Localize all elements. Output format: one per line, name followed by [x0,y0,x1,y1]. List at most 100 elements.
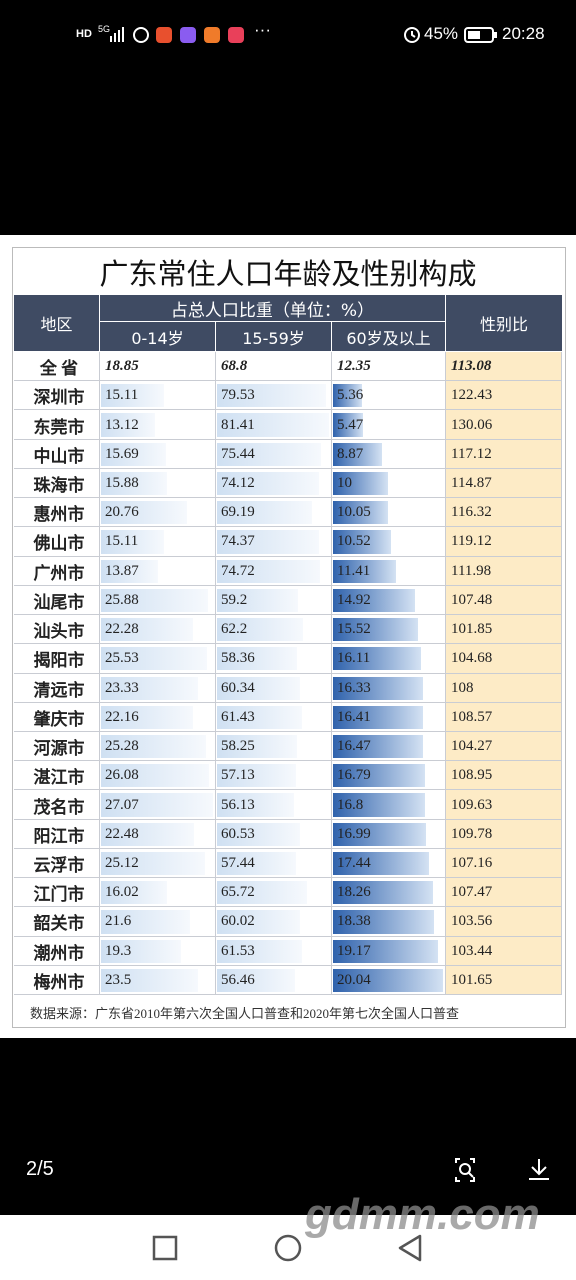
cell-value: 18.26 [337,884,371,901]
value-cell: 17.44 [332,848,446,879]
value-cell: 104.27 [446,731,562,762]
cell-value: 20.76 [105,504,139,521]
region-cell: 深圳市 [14,381,100,411]
cell-value: 104.68 [451,650,493,667]
region-name: 清远市 [33,680,85,700]
region-name: 阳江市 [33,826,85,846]
value-cell: 57.44 [216,848,332,879]
nav-buttons[interactable] [140,1230,440,1266]
value-cell: 107.48 [446,585,562,616]
cell-value: 69.19 [221,504,255,521]
value-cell: 16.02 [100,878,216,908]
value-cell: 14.92 [332,585,446,616]
value-cell: 20.04 [332,965,446,995]
cell-value: 22.16 [105,708,139,725]
data-bar [333,910,434,934]
cell-value: 21.6 [105,913,132,930]
row-line [14,526,562,528]
value-cell: 61.53 [216,936,332,966]
region-cell: 东莞市 [14,410,100,440]
data-bar [101,851,205,876]
cell-value: 107.47 [451,884,493,901]
data-bar [333,647,422,671]
cell-value: 26.08 [105,767,139,784]
value-cell: 21.6 [100,907,216,937]
value-cell: 18.85 [100,352,216,382]
table-title: 广东常住人口年龄及性别构成 [99,257,477,291]
data-bar [217,968,295,992]
cell-value: 19.17 [337,942,371,959]
row-line [14,906,562,908]
value-cell: 60.53 [216,819,332,849]
cell-value: 15.52 [337,621,371,638]
data-bar [333,881,434,905]
battery-icon [464,27,497,43]
data-bar [217,881,308,905]
data-bar [217,618,303,642]
value-cell: 107.47 [446,878,562,908]
cell-value: 22.28 [105,621,139,638]
row-line [14,497,562,499]
header-cell: 0-14岁 [100,322,216,352]
value-cell: 58.36 [216,644,332,674]
data-bar [101,910,191,934]
viewer-tools[interactable] [450,1155,560,1187]
image: 广东常住人口年龄及性别构成 地区 占总人口比重（单位：%） 0-14岁 15-59岁 6… [0,235,576,1038]
region-name: 汕尾市 [33,592,85,612]
data-bar [101,764,209,788]
region-cell: 广州市 [14,556,100,586]
data-bar [217,442,321,466]
cell-value: 111.98 [451,562,492,579]
cell-value: 60.02 [221,913,255,930]
region-cell: 阳江市 [14,819,100,849]
cell-value: 57.44 [221,854,255,871]
row-line [14,584,562,586]
data-bar [101,676,198,700]
data-bar [217,647,298,671]
cell-value: 18.38 [337,913,371,930]
region-cell: 中山市 [14,439,100,469]
cell-value: 130.06 [451,416,493,433]
data-bar [101,530,164,554]
value-cell: 109.63 [446,790,562,820]
value-cell: 119.12 [446,527,562,557]
value-cell: 11.41 [332,556,446,586]
cell-value: 8.87 [337,445,364,462]
ratio-column [446,352,562,995]
value-cell: 58.25 [216,731,332,762]
value-cell: 15.52 [332,615,446,645]
value-cell: 13.12 [100,410,216,440]
cell-value: 109.63 [451,796,493,813]
cell-value: 10 [337,475,352,492]
region-cell: 韶关市 [14,907,100,937]
data-bar [101,471,167,496]
row-line [14,380,562,382]
value-cell: 25.88 [100,585,216,616]
data-bar [101,501,187,525]
alarm-icon [404,27,420,43]
cell-value: 117.12 [451,445,492,462]
source-note: 数据来源：广东省2010年第六次全国人口普查和2020年第七次全国人口普查 [30,1006,460,1021]
cell-value: 25.53 [105,650,139,667]
value-cell: 108 [446,673,562,703]
data-bar [217,734,298,759]
region-cell: 揭阳市 [14,644,100,674]
cell-value: 15.88 [105,475,139,492]
value-cell: 117.12 [446,439,562,469]
region-cell: 清远市 [14,673,100,703]
cell-value: 62.2 [221,621,248,638]
data-bar [333,822,427,846]
data-bar [333,501,389,525]
region-name: 揭阳市 [33,651,85,671]
data-bar [217,822,301,846]
data-bar [217,939,302,963]
value-cell: 23.33 [100,673,216,703]
region-name: 汕头市 [33,622,85,642]
value-cell: 25.12 [100,848,216,879]
region-name: 珠海市 [33,476,85,496]
value-cell: 122.43 [446,381,562,411]
value-cell: 74.12 [216,468,332,499]
value-cell: 27.07 [100,790,216,820]
cell-value: 25.28 [105,738,139,755]
region-name: 茂名市 [33,797,85,817]
